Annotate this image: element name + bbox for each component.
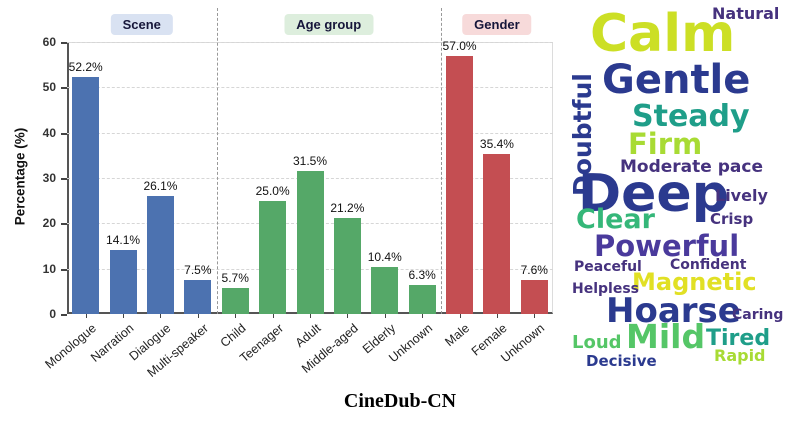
group-separator bbox=[440, 8, 442, 314]
wordcloud-word: Rapid bbox=[714, 346, 766, 365]
wordcloud-word: Lively bbox=[715, 186, 768, 205]
bar-value-label: 26.1% bbox=[143, 178, 178, 193]
wordcloud-word: Calm bbox=[590, 4, 736, 64]
x-tick-mark bbox=[496, 314, 498, 318]
wordcloud-word: Gentle bbox=[602, 57, 751, 103]
bar bbox=[408, 285, 436, 314]
wordcloud-word: Caring bbox=[732, 307, 784, 323]
bar bbox=[483, 153, 511, 314]
gridline bbox=[67, 87, 553, 89]
bar bbox=[221, 288, 249, 314]
y-tick-mark bbox=[61, 268, 67, 271]
wordcloud-word: Helpless bbox=[572, 281, 639, 297]
group-separator bbox=[216, 8, 218, 314]
x-tick-label: Child bbox=[217, 321, 249, 351]
y-tick-mark bbox=[61, 42, 67, 44]
voice-attribute-wordcloud: Calm Natural Gentle Doubtful Steady Firm Moder… bbox=[560, 0, 800, 400]
x-tick-mark bbox=[123, 314, 125, 318]
wordcloud-word: Moderate pace bbox=[620, 157, 763, 177]
x-tick-mark bbox=[310, 314, 311, 318]
bar-value-label: 31.5% bbox=[292, 154, 328, 169]
bar-value-label: 6.3% bbox=[408, 268, 436, 283]
bar-value-label: 25.0% bbox=[255, 183, 290, 198]
bar-value-label: 7.5% bbox=[184, 263, 212, 277]
bar bbox=[520, 279, 548, 314]
bar-value-label: 52.2% bbox=[68, 60, 103, 75]
wordcloud-word: Powerful bbox=[594, 229, 740, 263]
wordcloud-word: Magnetic bbox=[632, 268, 757, 296]
bar bbox=[184, 280, 212, 314]
y-tick-label: 60 bbox=[42, 35, 56, 49]
x-tick-mark bbox=[534, 314, 536, 318]
bar-value-label: 35.4% bbox=[479, 136, 514, 151]
group-badge: Age group bbox=[284, 14, 374, 35]
y-tick-label: 30 bbox=[42, 171, 56, 185]
wordcloud-word: Tired bbox=[706, 326, 771, 351]
wordcloud-word: Loud bbox=[572, 332, 622, 353]
x-tick-mark bbox=[160, 314, 162, 318]
wordcloud-word: Natural bbox=[712, 4, 780, 23]
y-tick-label: 40 bbox=[42, 125, 56, 140]
bar bbox=[146, 195, 174, 314]
y-tick-mark bbox=[61, 223, 67, 226]
wordcloud-word: Steady bbox=[632, 99, 750, 134]
bar-value-label: 21.2% bbox=[330, 200, 365, 215]
bar-value-label: 14.1% bbox=[106, 233, 141, 248]
bar bbox=[446, 55, 474, 314]
y-tick-label: 10 bbox=[42, 261, 56, 276]
x-tick-mark bbox=[347, 314, 349, 318]
bar-value-label: 7.6% bbox=[520, 262, 548, 277]
x-tick-mark bbox=[459, 314, 461, 318]
x-tick-mark bbox=[85, 314, 87, 318]
bar bbox=[296, 171, 324, 314]
bar-value-label: 57.0% bbox=[442, 38, 477, 53]
bar-value-label: 5.7% bbox=[221, 271, 249, 286]
bar bbox=[371, 266, 399, 314]
wordcloud-word: Firm bbox=[628, 127, 703, 161]
x-tick-mark bbox=[272, 314, 274, 318]
bar bbox=[259, 200, 287, 314]
y-tick-label: 20 bbox=[42, 216, 56, 231]
y-tick-label: 50 bbox=[42, 80, 56, 95]
bar bbox=[72, 77, 100, 314]
group-badge: Gender bbox=[462, 14, 532, 35]
y-tick-mark bbox=[61, 314, 67, 316]
group-badge: Scene bbox=[110, 14, 173, 35]
wordcloud-word: Peaceful bbox=[574, 259, 642, 275]
x-tick-label: Monologue bbox=[42, 321, 99, 372]
bar bbox=[333, 217, 361, 314]
wordcloud-word: Deep bbox=[578, 164, 729, 224]
x-tick-label: Adult bbox=[292, 321, 323, 351]
grouped-bar-chart: Percentage (%) 0 10 20 30 40 50 60 52.2% Monolog… bbox=[13, 8, 553, 380]
gridline bbox=[67, 42, 553, 43]
y-tick-mark bbox=[61, 178, 67, 180]
bar-value-label: 10.4% bbox=[367, 249, 402, 264]
bar bbox=[109, 250, 137, 314]
x-tick-mark bbox=[384, 314, 386, 318]
wordcloud-word: Decisive bbox=[586, 352, 657, 370]
wordcloud-word: Hoarse bbox=[606, 291, 741, 331]
figure-caption: CineDub-CN bbox=[343, 390, 457, 412]
wordcloud-word: Clear bbox=[576, 204, 655, 235]
x-tick-mark bbox=[197, 314, 199, 318]
wordcloud-word: Confident bbox=[670, 257, 747, 273]
x-tick-label: Male bbox=[442, 321, 473, 350]
gridline bbox=[67, 132, 553, 134]
y-tick-mark bbox=[61, 132, 67, 135]
wordcloud-word: Crisp bbox=[710, 210, 754, 228]
x-tick-mark bbox=[422, 314, 424, 318]
wordcloud-word: Mild bbox=[626, 317, 706, 356]
x-tick-mark bbox=[235, 314, 237, 318]
y-tick-label: 0 bbox=[49, 307, 56, 321]
y-tick-mark bbox=[61, 87, 67, 90]
